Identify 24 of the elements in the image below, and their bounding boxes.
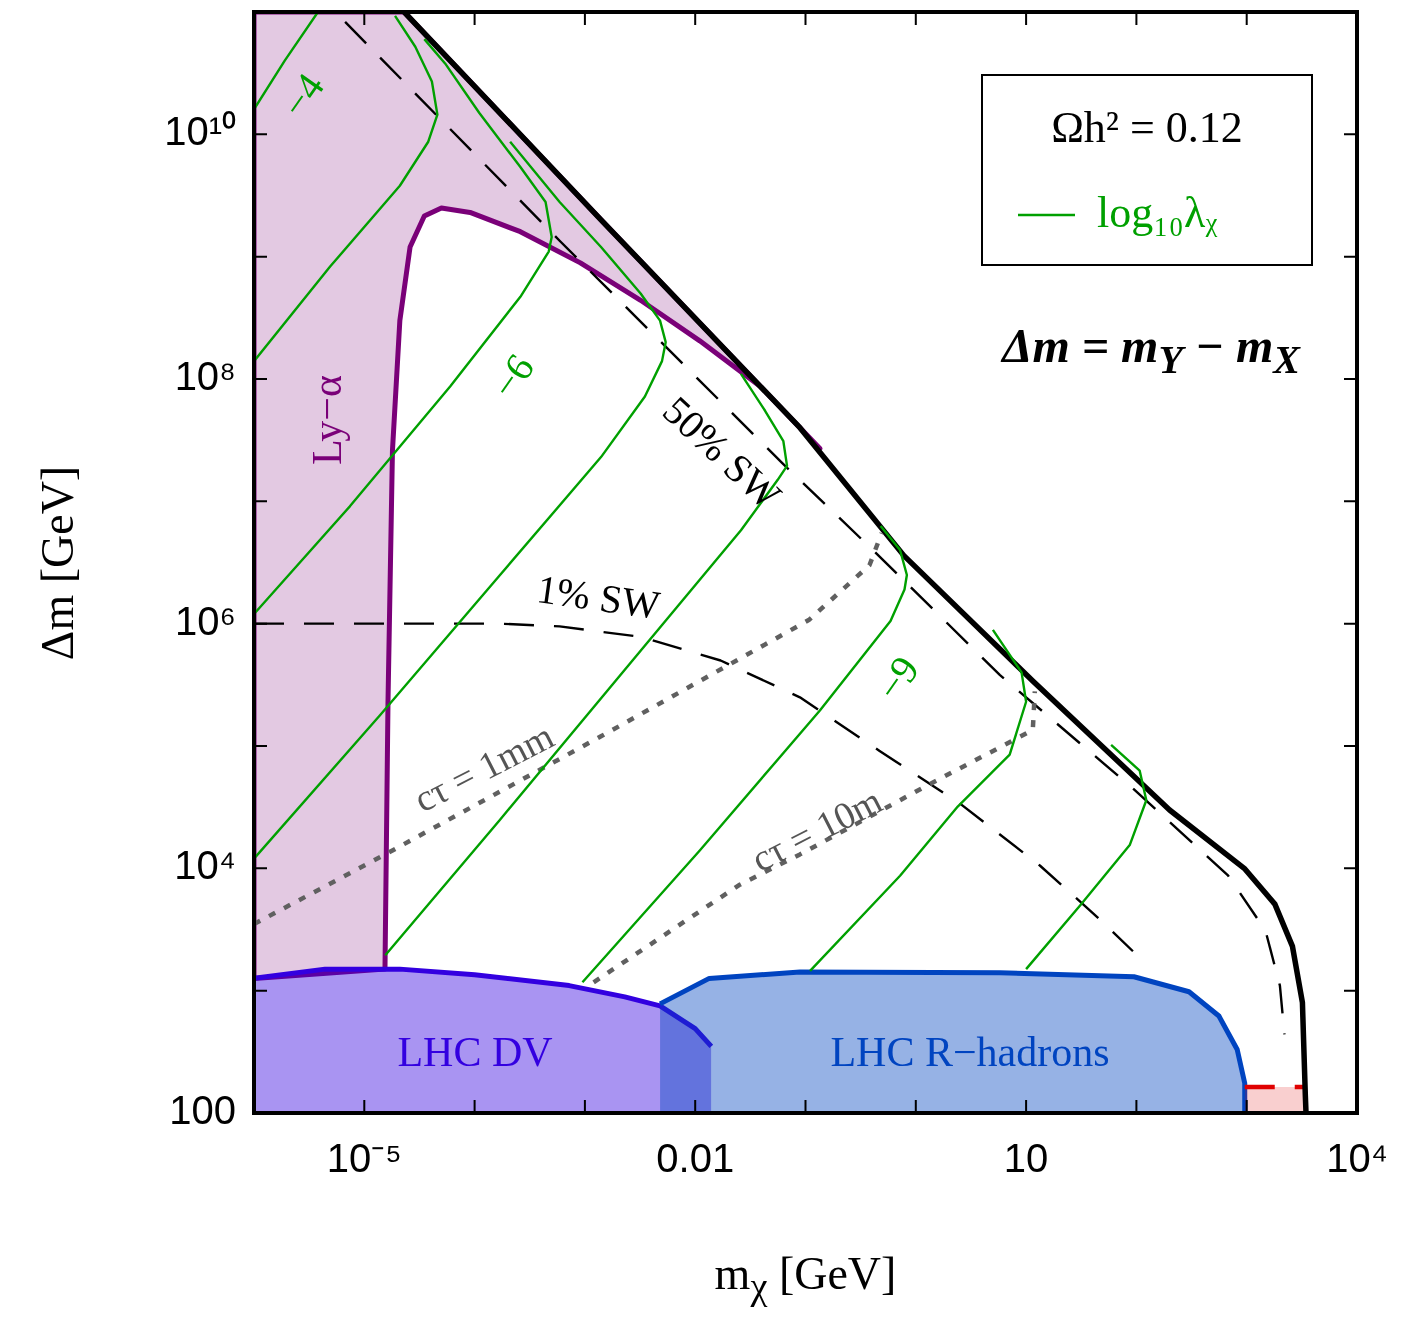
y-tick-label: 100 (169, 1088, 236, 1133)
y-tick-label: 10¹⁰ (164, 109, 236, 154)
annotation: Ly−α (304, 374, 351, 466)
legend-title: Ωh² = 0.12 (1051, 102, 1243, 152)
x-tick-label: 10⁴ (1326, 1136, 1388, 1181)
legend-label: log₁₀λᵪ (1097, 187, 1219, 237)
annotation: 50% SW (654, 387, 790, 519)
y-tick-label: 10⁴ (174, 843, 236, 888)
annotation: −9 (866, 647, 929, 709)
x-tick-label: 10⁻⁵ (326, 1136, 402, 1181)
annotation: LHC R−hadrons (830, 1029, 1110, 1076)
annotation: Δm = m$_{Y}$ − m$_{X}$ (1002, 319, 1300, 382)
y-tick-label: 10⁸ (174, 354, 236, 399)
annotation: −4 (271, 64, 334, 126)
annotation: cτ = 1mm (406, 714, 561, 821)
annotation: LHC DV (397, 1029, 553, 1076)
annotation: cτ = 10m (744, 778, 889, 880)
x-tick-label: 0.01 (656, 1136, 735, 1181)
y-axis-title: Δm [GeV] (32, 465, 83, 660)
annotation: −6 (481, 345, 544, 407)
annotation: 1% SW (534, 566, 663, 628)
x-axis-title: m$_{χ}$ [GeV] (714, 1247, 897, 1307)
x-tick-label: 10 (1003, 1136, 1049, 1181)
y-tick-label: 10⁶ (175, 598, 236, 643)
